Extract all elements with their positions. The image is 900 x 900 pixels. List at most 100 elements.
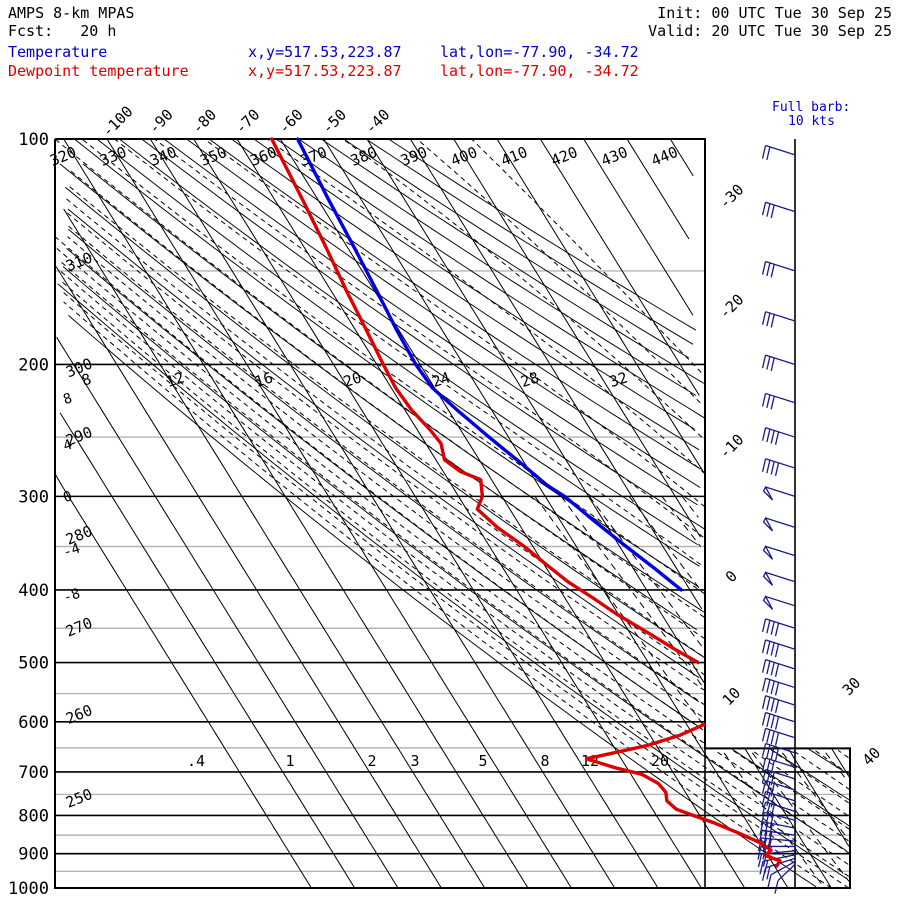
wind-barb-column xyxy=(757,144,796,894)
svg-text:1: 1 xyxy=(285,752,294,770)
wind-barb xyxy=(767,861,796,888)
wind-barb xyxy=(761,711,796,730)
svg-text:1000: 1000 xyxy=(8,879,49,899)
svg-text:600: 600 xyxy=(18,713,49,733)
wind-barb xyxy=(762,595,796,610)
svg-text:0: 0 xyxy=(61,488,74,506)
wind-barb xyxy=(761,659,796,677)
svg-text:380: 380 xyxy=(348,143,380,170)
wind-barb xyxy=(761,427,796,445)
wind-barb xyxy=(761,742,796,761)
wind-barb xyxy=(758,829,796,845)
svg-text:500: 500 xyxy=(18,654,49,674)
svg-text:5: 5 xyxy=(478,752,487,770)
svg-text:410: 410 xyxy=(498,143,530,170)
temperature-latlon: lat,lon=-77.90, -34.72 xyxy=(440,43,639,61)
svg-text:350: 350 xyxy=(198,143,230,170)
svg-text:100: 100 xyxy=(18,130,49,150)
svg-text:8: 8 xyxy=(61,390,74,408)
svg-text:12: 12 xyxy=(164,368,187,391)
svg-text:24: 24 xyxy=(430,368,453,391)
temperature-curve xyxy=(296,137,683,592)
svg-text:20: 20 xyxy=(341,368,364,391)
svg-text:300: 300 xyxy=(18,487,49,507)
wind-barb xyxy=(761,677,796,696)
svg-text:-80: -80 xyxy=(188,106,220,138)
svg-text:800: 800 xyxy=(18,806,49,826)
svg-text:420: 420 xyxy=(548,143,580,170)
temperature-xy: x,y=517.53,223.87 xyxy=(248,43,402,61)
wind-barb xyxy=(761,618,796,637)
svg-text:32: 32 xyxy=(607,368,630,391)
barb-legend-line2: 10 kts xyxy=(788,114,835,129)
wind-barb xyxy=(761,260,796,278)
svg-text:-10: -10 xyxy=(716,431,748,463)
wind-barb xyxy=(761,144,796,161)
svg-text:400: 400 xyxy=(448,143,480,170)
temperature-legend-label: Temperature xyxy=(8,43,108,61)
wind-barb xyxy=(760,811,796,828)
model-title: AMPS 8-km MPAS xyxy=(8,4,135,22)
wind-barb xyxy=(761,311,796,328)
wind-barb xyxy=(762,544,796,560)
wind-barb xyxy=(762,485,796,501)
wind-barb xyxy=(761,639,796,658)
svg-text:-90: -90 xyxy=(145,106,177,138)
svg-text:8: 8 xyxy=(540,752,549,770)
svg-text:30: 30 xyxy=(839,674,865,700)
dewpoint-legend-label: Dewpoint temperature xyxy=(8,62,189,80)
wind-barb xyxy=(761,392,796,410)
svg-text:3: 3 xyxy=(410,752,419,770)
svg-text:900: 900 xyxy=(18,845,49,865)
wind-barb xyxy=(761,727,796,746)
svg-text:260: 260 xyxy=(63,701,95,728)
wind-barb xyxy=(761,354,796,372)
svg-text:8: 8 xyxy=(79,370,93,390)
svg-text:-20: -20 xyxy=(716,291,748,323)
svg-text:250: 250 xyxy=(63,785,95,812)
svg-text:16: 16 xyxy=(252,368,275,391)
svg-text:10: 10 xyxy=(719,684,745,710)
svg-text:270: 270 xyxy=(63,614,95,641)
forecast-hour: Fcst: 20 h xyxy=(8,22,117,40)
svg-text:-4: -4 xyxy=(61,540,82,560)
svg-text:430: 430 xyxy=(598,143,630,170)
svg-text:-100: -100 xyxy=(98,102,136,140)
wind-barb xyxy=(762,516,796,532)
wind-barb xyxy=(761,201,796,219)
wind-barb xyxy=(761,790,796,808)
sounding-curves xyxy=(270,137,782,868)
svg-text:-8: -8 xyxy=(61,586,82,606)
svg-text:28: 28 xyxy=(518,368,541,391)
dewpoint-curve xyxy=(270,137,700,665)
init-time: Init: 00 UTC Tue 30 Sep 25 xyxy=(657,4,892,22)
wind-barb xyxy=(761,801,796,818)
svg-text:-60: -60 xyxy=(275,106,307,138)
svg-text:20: 20 xyxy=(651,752,669,770)
wind-barb xyxy=(762,570,796,586)
dewpoint-latlon: lat,lon=-77.90, -34.72 xyxy=(440,62,639,80)
dewpoint-xy: x,y=517.53,223.87 xyxy=(248,62,402,80)
dewpoint-curve xyxy=(584,722,782,868)
moist-adiabat-lines xyxy=(54,138,851,889)
isotherm-lines xyxy=(54,138,850,889)
svg-text:0: 0 xyxy=(722,567,741,586)
svg-text:320: 320 xyxy=(47,143,79,170)
svg-text:400: 400 xyxy=(18,581,49,601)
svg-text:-50: -50 xyxy=(318,106,350,138)
wind-barb xyxy=(761,780,796,797)
wind-barb xyxy=(759,821,796,837)
svg-text:-30: -30 xyxy=(716,181,748,213)
barb-legend-line1: Full barb: xyxy=(772,100,851,115)
svg-text:2: 2 xyxy=(367,752,376,770)
svg-text:.4: .4 xyxy=(187,752,205,770)
wind-barb xyxy=(774,863,796,894)
valid-time: Valid: 20 UTC Tue 30 Sep 25 xyxy=(648,22,892,40)
wind-barb xyxy=(761,695,796,714)
svg-text:40: 40 xyxy=(859,744,885,770)
svg-text:200: 200 xyxy=(18,355,49,375)
wind-barb xyxy=(761,458,796,476)
svg-text:-40: -40 xyxy=(362,106,394,138)
